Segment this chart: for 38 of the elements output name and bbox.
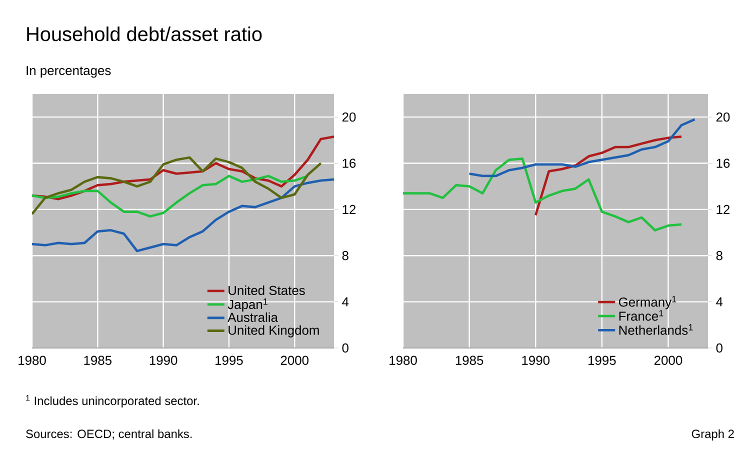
x-tick-label: 1980 <box>18 356 46 365</box>
y-tick-label: 0 <box>342 343 348 353</box>
x-tick-label: 2000 <box>280 356 309 365</box>
y-tick-label: 12 <box>342 204 356 214</box>
source-note: Sources: OECD; central banks. <box>26 429 192 440</box>
y-tick-label: 16 <box>716 158 730 168</box>
legend-label: United Kingdom <box>228 325 319 338</box>
line-series <box>32 178 334 252</box>
y-tick-label: 20 <box>716 112 730 122</box>
line-series <box>32 136 334 200</box>
legend-label: France$^{1}$ <box>619 310 664 321</box>
y-tick-label: 4 <box>716 297 723 306</box>
y-tick-label: 20 <box>342 112 356 122</box>
legend-label: Germany$^{1}$ <box>618 296 676 310</box>
legend-label: United States <box>228 286 305 296</box>
caption: Graph 2 <box>692 429 734 440</box>
line-series <box>534 136 683 216</box>
x-tick-label: 2000 <box>654 356 682 365</box>
x-tick-label: 1980 <box>390 356 417 365</box>
legend-label: Netherlands$^{1}$ <box>619 324 693 335</box>
x-tick-label: 1995 <box>588 356 616 365</box>
chart-subtitle: In percentages <box>26 66 111 78</box>
y-tick-label: 0 <box>716 343 722 353</box>
x-tick-label: 1985 <box>456 356 484 365</box>
x-tick-label: 1990 <box>522 356 550 365</box>
y-tick-label: 8 <box>342 251 348 260</box>
x-tick-label: 1990 <box>150 356 178 365</box>
x-tick-label: 1995 <box>216 356 243 365</box>
line-series <box>32 156 322 216</box>
legend-label: Japan$^{1}$ <box>228 298 268 312</box>
y-tick-label: 8 <box>716 251 722 260</box>
x-tick-label: 1985 <box>84 356 112 365</box>
text: $^{1}$ Includes unincorporated sector. <box>26 395 199 408</box>
y-tick-label: 12 <box>716 204 730 214</box>
chart-title: Household debt/asset ratio <box>27 26 262 42</box>
y-tick-label: 4 <box>342 297 349 306</box>
legend-label: Australia <box>228 312 278 322</box>
y-tick-label: 16 <box>342 158 356 168</box>
